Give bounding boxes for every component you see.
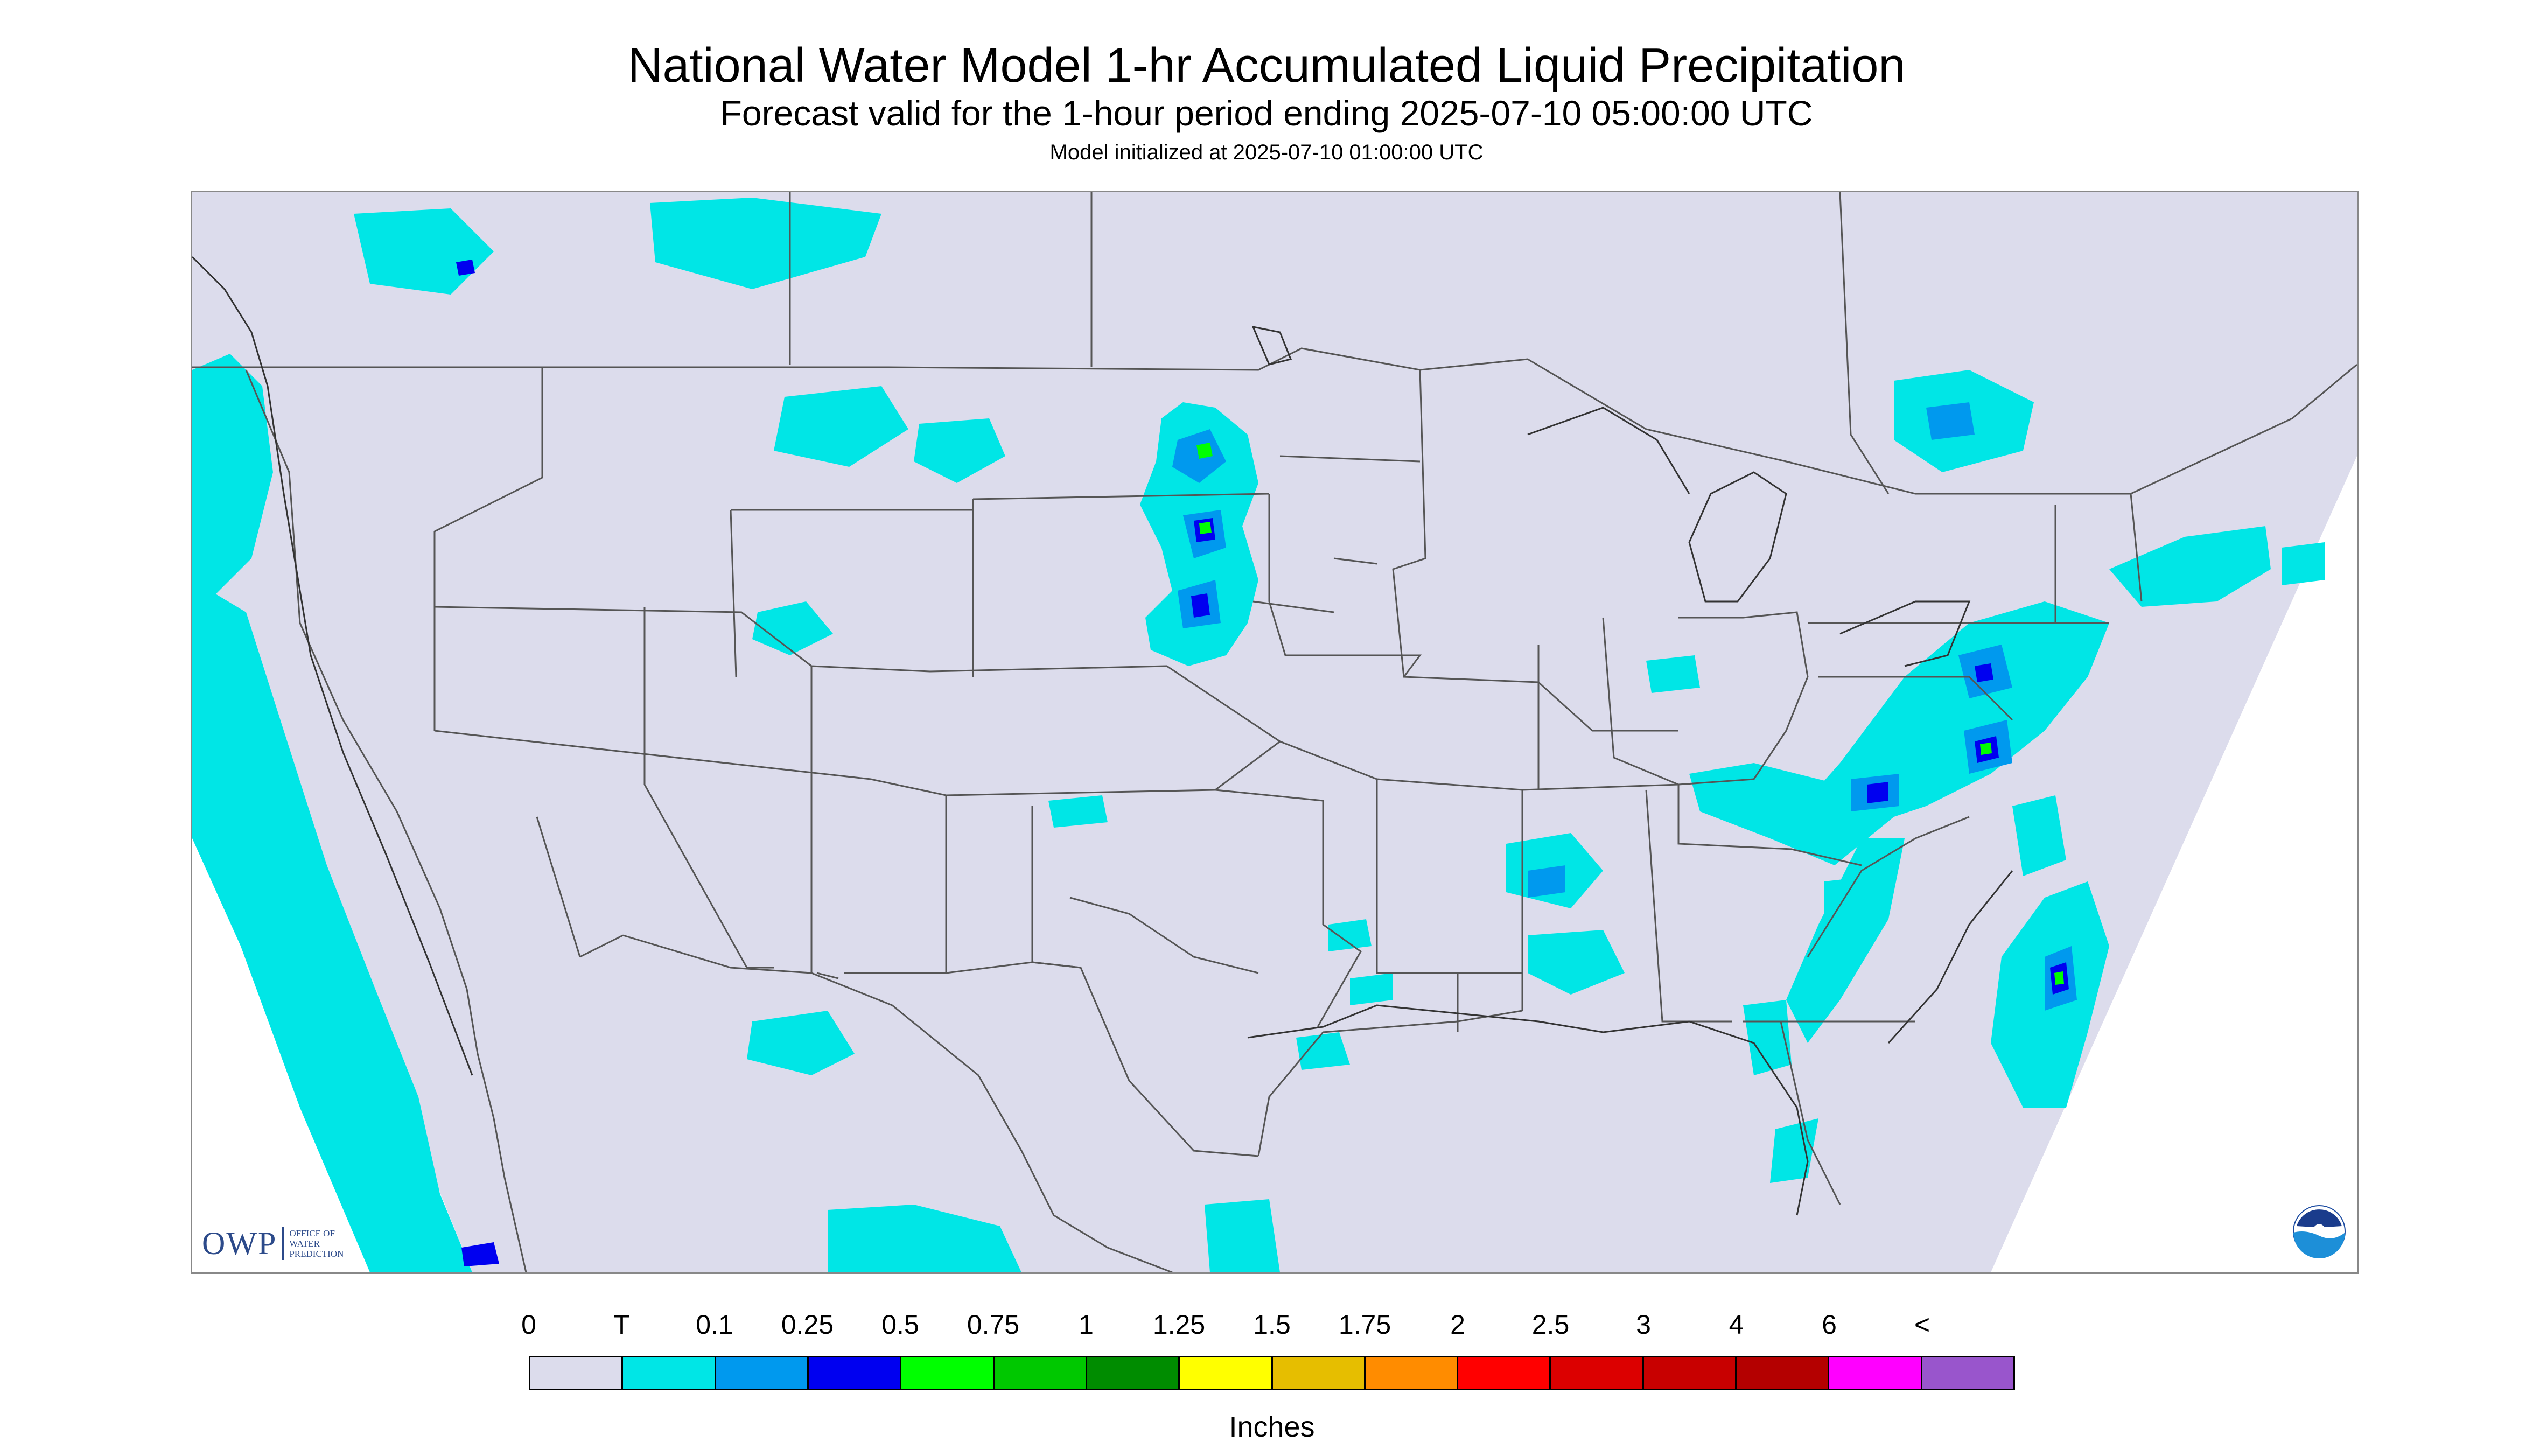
legend-tick-12: 3 (1636, 1310, 1651, 1340)
legend-tick-4: 0.5 (881, 1310, 919, 1340)
legend-tick-13: 4 (1729, 1310, 1744, 1340)
legend-color-bar (529, 1356, 2015, 1390)
precip-0.25-areas (456, 260, 2069, 1266)
precip-0.5-areas (1196, 443, 2064, 985)
legend-tick-1: T (613, 1310, 630, 1340)
legend-swatch-11 (1551, 1357, 1644, 1389)
coastlines (192, 256, 2013, 1216)
legend-swatch-15 (1922, 1357, 2013, 1389)
legend-swatch-10 (1458, 1357, 1551, 1389)
legend-swatch-1 (623, 1357, 716, 1389)
legend-swatch-14 (1829, 1357, 1922, 1389)
legend-swatch-3 (808, 1357, 902, 1389)
forecast-valid-subtitle: Forecast valid for the 1-hour period end… (720, 93, 1813, 133)
legend-tick-15: < (1914, 1310, 1930, 1340)
legend-swatch-7 (1180, 1357, 1273, 1389)
precipitation-map: OWP OFFICE OF WATER PREDICTION NOAA (191, 191, 2359, 1274)
legend-tick-6: 1 (1079, 1310, 1094, 1340)
precipitation-legend: 0 T 0.1 0.25 0.5 0.75 1 1.25 1.5 1.75 2 2.5 3 4 6 < Inc… (521, 1308, 2015, 1443)
legend-tick-9: 1.75 (1338, 1310, 1391, 1340)
legend-tick-10: 2 (1450, 1310, 1465, 1340)
legend-units-label: Inches (1229, 1411, 1315, 1443)
legend-tick-3: 0.25 (781, 1310, 834, 1340)
map-title: National Water Model 1-hr Accumulated Li… (627, 39, 1906, 93)
owp-logo-letters: OWP (202, 1225, 277, 1261)
owp-logo-divider (282, 1227, 284, 1260)
legend-tick-2: 0.1 (696, 1310, 733, 1340)
owp-logo-name: OFFICE OF WATER PREDICTION (289, 1228, 344, 1259)
owp-logo: OWP OFFICE OF WATER PREDICTION (202, 1222, 354, 1265)
legend-swatch-4 (901, 1357, 995, 1389)
legend-swatch-0 (530, 1357, 624, 1389)
legend-tick-7: 1.25 (1152, 1310, 1206, 1340)
model-initialized-note: Model initialized at 2025-07-10 01:00:00… (1049, 141, 1484, 164)
legend-swatch-13 (1737, 1357, 1830, 1389)
legend-swatch-8 (1272, 1357, 1366, 1389)
legend-tick-14: 6 (1822, 1310, 1837, 1340)
legend-tick-0: 0 (521, 1310, 536, 1340)
legend-swatch-5 (994, 1357, 1087, 1389)
legend-swatch-2 (716, 1357, 809, 1389)
svg-text:NOAA: NOAA (2309, 1226, 2330, 1234)
legend-tick-11: 2.5 (1531, 1310, 1570, 1340)
map-canvas (192, 192, 2357, 1272)
legend-tick-5: 0.75 (967, 1310, 1020, 1340)
political-boundaries (192, 192, 2357, 1272)
legend-swatch-6 (1087, 1357, 1180, 1389)
legend-swatch-12 (1643, 1357, 1737, 1389)
legend-swatch-9 (1365, 1357, 1459, 1389)
noaa-logo: NOAA (2293, 1205, 2346, 1258)
legend-tick-8: 1.5 (1253, 1310, 1291, 1340)
